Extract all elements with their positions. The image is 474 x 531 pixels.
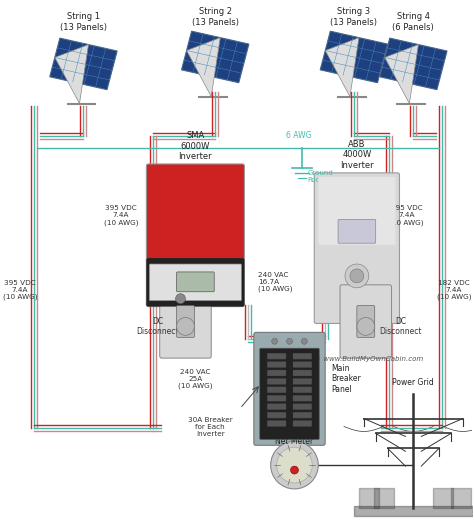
Text: ABB
4000W
Inverter: ABB 4000W Inverter — [340, 140, 374, 170]
Polygon shape — [380, 38, 447, 90]
FancyBboxPatch shape — [146, 164, 245, 306]
FancyBboxPatch shape — [293, 353, 312, 359]
FancyBboxPatch shape — [267, 362, 286, 367]
FancyBboxPatch shape — [267, 353, 286, 359]
Text: Main
Breaker
Panel: Main Breaker Panel — [331, 364, 361, 394]
FancyBboxPatch shape — [177, 306, 194, 337]
FancyBboxPatch shape — [293, 362, 312, 367]
Text: © www.BuildMyOwnCabin.com: © www.BuildMyOwnCabin.com — [314, 356, 423, 363]
Circle shape — [287, 338, 292, 344]
Text: String 2
(13 Panels): String 2 (13 Panels) — [191, 7, 239, 27]
FancyBboxPatch shape — [293, 395, 312, 401]
Polygon shape — [55, 45, 89, 104]
FancyBboxPatch shape — [340, 285, 392, 358]
Text: String 3
(13 Panels): String 3 (13 Panels) — [330, 7, 377, 27]
FancyBboxPatch shape — [293, 370, 312, 376]
Text: 30A Breaker
for Each
Inverter: 30A Breaker for Each Inverter — [188, 417, 233, 436]
Text: Power Grid: Power Grid — [392, 378, 434, 387]
Circle shape — [291, 466, 299, 474]
Text: DC
Disconnect: DC Disconnect — [137, 316, 179, 336]
Text: String 1
(13 Panels): String 1 (13 Panels) — [60, 12, 107, 32]
Text: 395 VDC
7.4A
(10 AWG): 395 VDC 7.4A (10 AWG) — [389, 205, 424, 226]
Text: 182 VDC
7.4A
(10 AWG): 182 VDC 7.4A (10 AWG) — [437, 279, 471, 300]
FancyBboxPatch shape — [267, 395, 286, 401]
Polygon shape — [182, 31, 249, 83]
Circle shape — [272, 338, 278, 344]
FancyBboxPatch shape — [293, 412, 312, 418]
Circle shape — [277, 447, 312, 483]
FancyBboxPatch shape — [267, 387, 286, 393]
FancyBboxPatch shape — [357, 306, 375, 337]
FancyBboxPatch shape — [318, 177, 395, 245]
Polygon shape — [187, 38, 220, 97]
FancyBboxPatch shape — [267, 404, 286, 409]
Circle shape — [350, 269, 364, 283]
FancyBboxPatch shape — [293, 421, 312, 426]
FancyBboxPatch shape — [314, 173, 400, 323]
Text: Net Meter: Net Meter — [275, 438, 313, 447]
Text: 6 AWG: 6 AWG — [286, 131, 311, 140]
FancyBboxPatch shape — [260, 348, 319, 439]
FancyBboxPatch shape — [293, 404, 312, 409]
FancyBboxPatch shape — [177, 272, 214, 292]
Circle shape — [345, 264, 369, 288]
Circle shape — [175, 294, 185, 304]
Circle shape — [301, 338, 307, 344]
Polygon shape — [50, 38, 117, 90]
FancyBboxPatch shape — [338, 219, 376, 243]
Text: 240 VAC
16.7A
(10 AWG): 240 VAC 16.7A (10 AWG) — [258, 271, 292, 292]
Circle shape — [357, 318, 375, 336]
FancyBboxPatch shape — [267, 421, 286, 426]
Polygon shape — [385, 45, 419, 104]
Text: Ground
Rod: Ground Rod — [307, 170, 333, 183]
Text: 395 VDC
7.4A
(10 AWG): 395 VDC 7.4A (10 AWG) — [3, 279, 37, 300]
FancyBboxPatch shape — [254, 332, 325, 446]
Circle shape — [177, 318, 194, 336]
FancyBboxPatch shape — [293, 387, 312, 393]
FancyBboxPatch shape — [146, 258, 245, 306]
Text: DC
Disconnect: DC Disconnect — [379, 316, 422, 336]
FancyBboxPatch shape — [149, 264, 241, 301]
FancyBboxPatch shape — [267, 379, 286, 384]
Text: 395 VDC
7.4A
(10 AWG): 395 VDC 7.4A (10 AWG) — [104, 205, 138, 226]
FancyBboxPatch shape — [267, 370, 286, 376]
Polygon shape — [325, 38, 359, 97]
FancyBboxPatch shape — [160, 285, 211, 358]
Text: SMA
6000W
Inverter: SMA 6000W Inverter — [179, 131, 212, 161]
Polygon shape — [320, 31, 388, 83]
Text: String 4
(6 Panels): String 4 (6 Panels) — [392, 12, 434, 32]
Circle shape — [271, 441, 318, 489]
FancyBboxPatch shape — [293, 379, 312, 384]
Text: 240 VAC
25A
(10 AWG): 240 VAC 25A (10 AWG) — [178, 369, 213, 389]
FancyBboxPatch shape — [267, 412, 286, 418]
